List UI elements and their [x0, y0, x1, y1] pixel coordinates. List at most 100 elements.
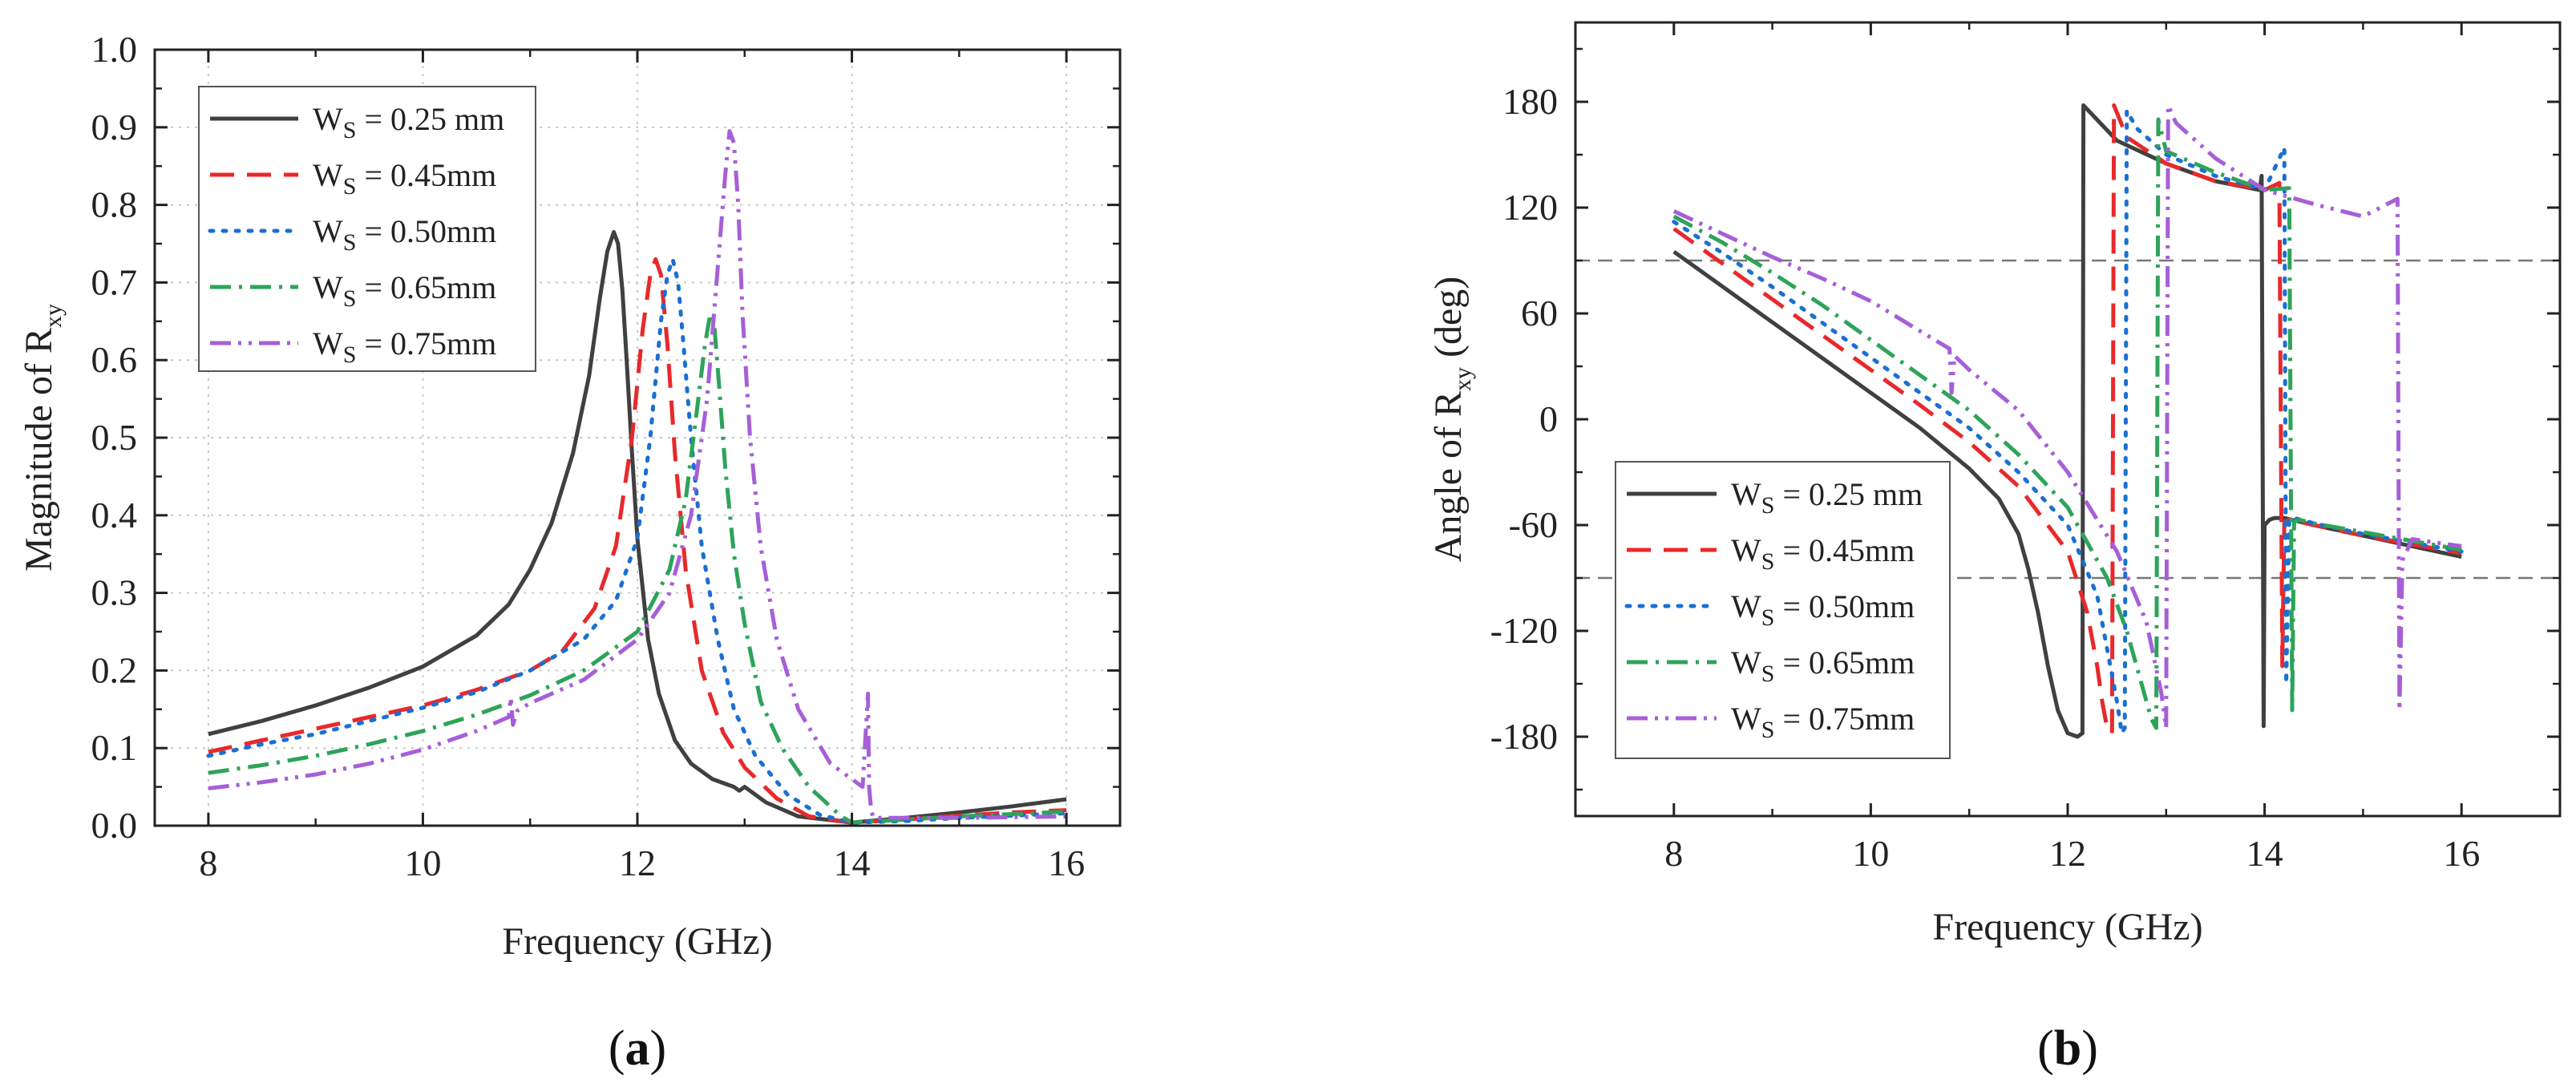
y-tick-label: 60 [1521, 293, 1558, 333]
legend-label-symbol: W [313, 157, 343, 193]
y-tick-label: 0.4 [91, 495, 138, 535]
panel-letter-a: a [625, 1021, 650, 1076]
legend-label-symbol: W [313, 101, 343, 137]
panel-b-angle-chart: 8 10 12 14 16 -180 -120 -60 0 60 120 180 Frequency … [1427, 21, 2562, 1076]
series-line-3 [206, 257, 1069, 825]
legend-label-4: WS = 0.65mm [1731, 645, 1915, 687]
panel-label-b: (b) [2037, 1021, 2098, 1076]
series-line-2 [1672, 103, 2462, 736]
legend-label-symbol: W [1731, 645, 1761, 681]
legend-box [198, 86, 536, 372]
series-line-2 [208, 257, 1067, 825]
x-tick-label: 12 [2049, 833, 2086, 874]
x-tick-label: 10 [1852, 833, 1889, 874]
series-line-3 [1672, 108, 2464, 736]
y-tick-label: 120 [1502, 187, 1558, 228]
series-line-1 [1672, 103, 2462, 739]
legend-label-3: WS = 0.50mm [1731, 588, 1915, 631]
y-tick-label: -180 [1490, 716, 1558, 757]
legend-label-symbol: W [1731, 588, 1761, 624]
legend-label-subscript: S [1761, 717, 1775, 743]
y-tick-label: 0.3 [91, 572, 138, 613]
series-line-4 [1672, 117, 2462, 730]
axis-ticks: 8 10 12 14 16 -180 -120 -60 0 60 120 180 [1490, 22, 2560, 874]
x-tick-label: 8 [199, 843, 217, 883]
x-tick-label: 14 [834, 843, 871, 883]
legend-label-subscript: S [1761, 492, 1775, 519]
legend-label-value: = 0.65mm [356, 269, 496, 305]
y-axis-title-main: Angle of R [1427, 391, 1470, 562]
panel-a-magnitude-chart: 8 10 12 14 16 0.0 0.1 0.2 0.3 0.4 0.5 0.6 0.7 0.8 0.9 1… [18, 29, 1122, 1076]
legend-label-subscript: S [343, 285, 357, 312]
panel-label-a: (a) [609, 1021, 666, 1076]
legend-label-value: = 0.65mm [1774, 645, 1915, 681]
legend-label-symbol: W [313, 269, 343, 305]
series-line-5 [1672, 103, 2462, 730]
y-tick-label: 1.0 [91, 29, 138, 70]
legend-label-subscript: S [343, 117, 357, 143]
legend-label-value: = 0.25 mm [1774, 476, 1923, 512]
legend-label-5: WS = 0.75mm [1731, 701, 1915, 743]
x-tick-label: 14 [2246, 833, 2283, 874]
legend-label-subscript: S [343, 173, 357, 200]
legend-label-symbol: W [313, 213, 343, 249]
legend-label-1: WS = 0.25 mm [1731, 476, 1923, 519]
series-line-4 [208, 311, 1067, 825]
legend-label-subscript: S [1761, 604, 1775, 631]
legend-label-2: WS = 0.45mm [1731, 532, 1915, 575]
legend-label-value: = 0.75mm [356, 325, 496, 362]
legend-label-value: = 0.50mm [1774, 588, 1915, 624]
y-tick-label: 0 [1539, 398, 1558, 439]
plot-lines [206, 129, 1069, 825]
y-axis-title: Magnitude of Rxy [18, 304, 67, 572]
legend-label-5: WS = 0.75mm [313, 325, 496, 368]
y-axis-title-subscript: xy [40, 304, 67, 328]
y-tick-label: -120 [1490, 610, 1558, 651]
legend-label-4: WS = 0.65mm [313, 269, 496, 312]
y-axis-title: Angle of Rxy (deg) [1427, 277, 1476, 563]
series-line-1 [208, 230, 1067, 825]
legend-label-subscript: S [1761, 661, 1775, 687]
y-tick-label: 0.6 [91, 339, 138, 380]
y-tick-label: 0.7 [91, 261, 138, 302]
x-axis-title: Frequency (GHz) [1932, 906, 2202, 948]
legend-label-symbol: W [1731, 532, 1761, 568]
legend-label-1: WS = 0.25 mm [313, 101, 504, 143]
legend-box [1615, 461, 1951, 759]
legend-label-subscript: S [343, 341, 357, 368]
legend-label-2: WS = 0.45mm [313, 157, 496, 200]
y-tick-label: 0.0 [91, 805, 138, 846]
plot-lines [1672, 103, 2464, 739]
y-tick-label: 0.5 [91, 417, 138, 458]
y-axis-title-main: Magnitude of R [18, 328, 60, 572]
legend-label-symbol: W [1731, 701, 1761, 737]
y-tick-label: 0.1 [91, 727, 138, 768]
x-axis-title: Frequency (GHz) [502, 920, 772, 963]
legend-label-symbol: W [1731, 476, 1761, 512]
legend-label-value: = 0.50mm [356, 213, 496, 249]
x-tick-label: 10 [404, 843, 441, 883]
y-axis-title-suffix: (deg) [1427, 277, 1470, 367]
legend-label-symbol: W [313, 325, 343, 362]
legend-label-subscript: S [343, 229, 357, 256]
legend-label-value: = 0.25 mm [356, 101, 504, 137]
legend-label-subscript: S [1761, 548, 1775, 575]
y-tick-label: 0.2 [91, 649, 138, 690]
series-line-5 [208, 129, 1067, 820]
x-tick-label: 8 [1664, 833, 1683, 874]
y-tick-label: 180 [1502, 81, 1558, 122]
legend-label-value: = 0.45mm [1774, 532, 1915, 568]
legend-label-3: WS = 0.50mm [313, 213, 496, 256]
x-tick-label: 12 [619, 843, 656, 883]
y-tick-label: 0.8 [91, 184, 138, 225]
y-tick-label: 0.9 [91, 107, 138, 147]
legend-label-value: = 0.75mm [1774, 701, 1915, 737]
y-tick-label: -60 [1509, 504, 1558, 545]
axis-ticks: 8 10 12 14 16 0.0 0.1 0.2 0.3 0.4 0.5 0.6 0.7 0.8 0.9 1… [91, 29, 1120, 883]
x-tick-label: 16 [2443, 833, 2480, 874]
x-tick-label: 16 [1048, 843, 1085, 883]
y-axis-title-subscript: xy [1450, 367, 1476, 391]
